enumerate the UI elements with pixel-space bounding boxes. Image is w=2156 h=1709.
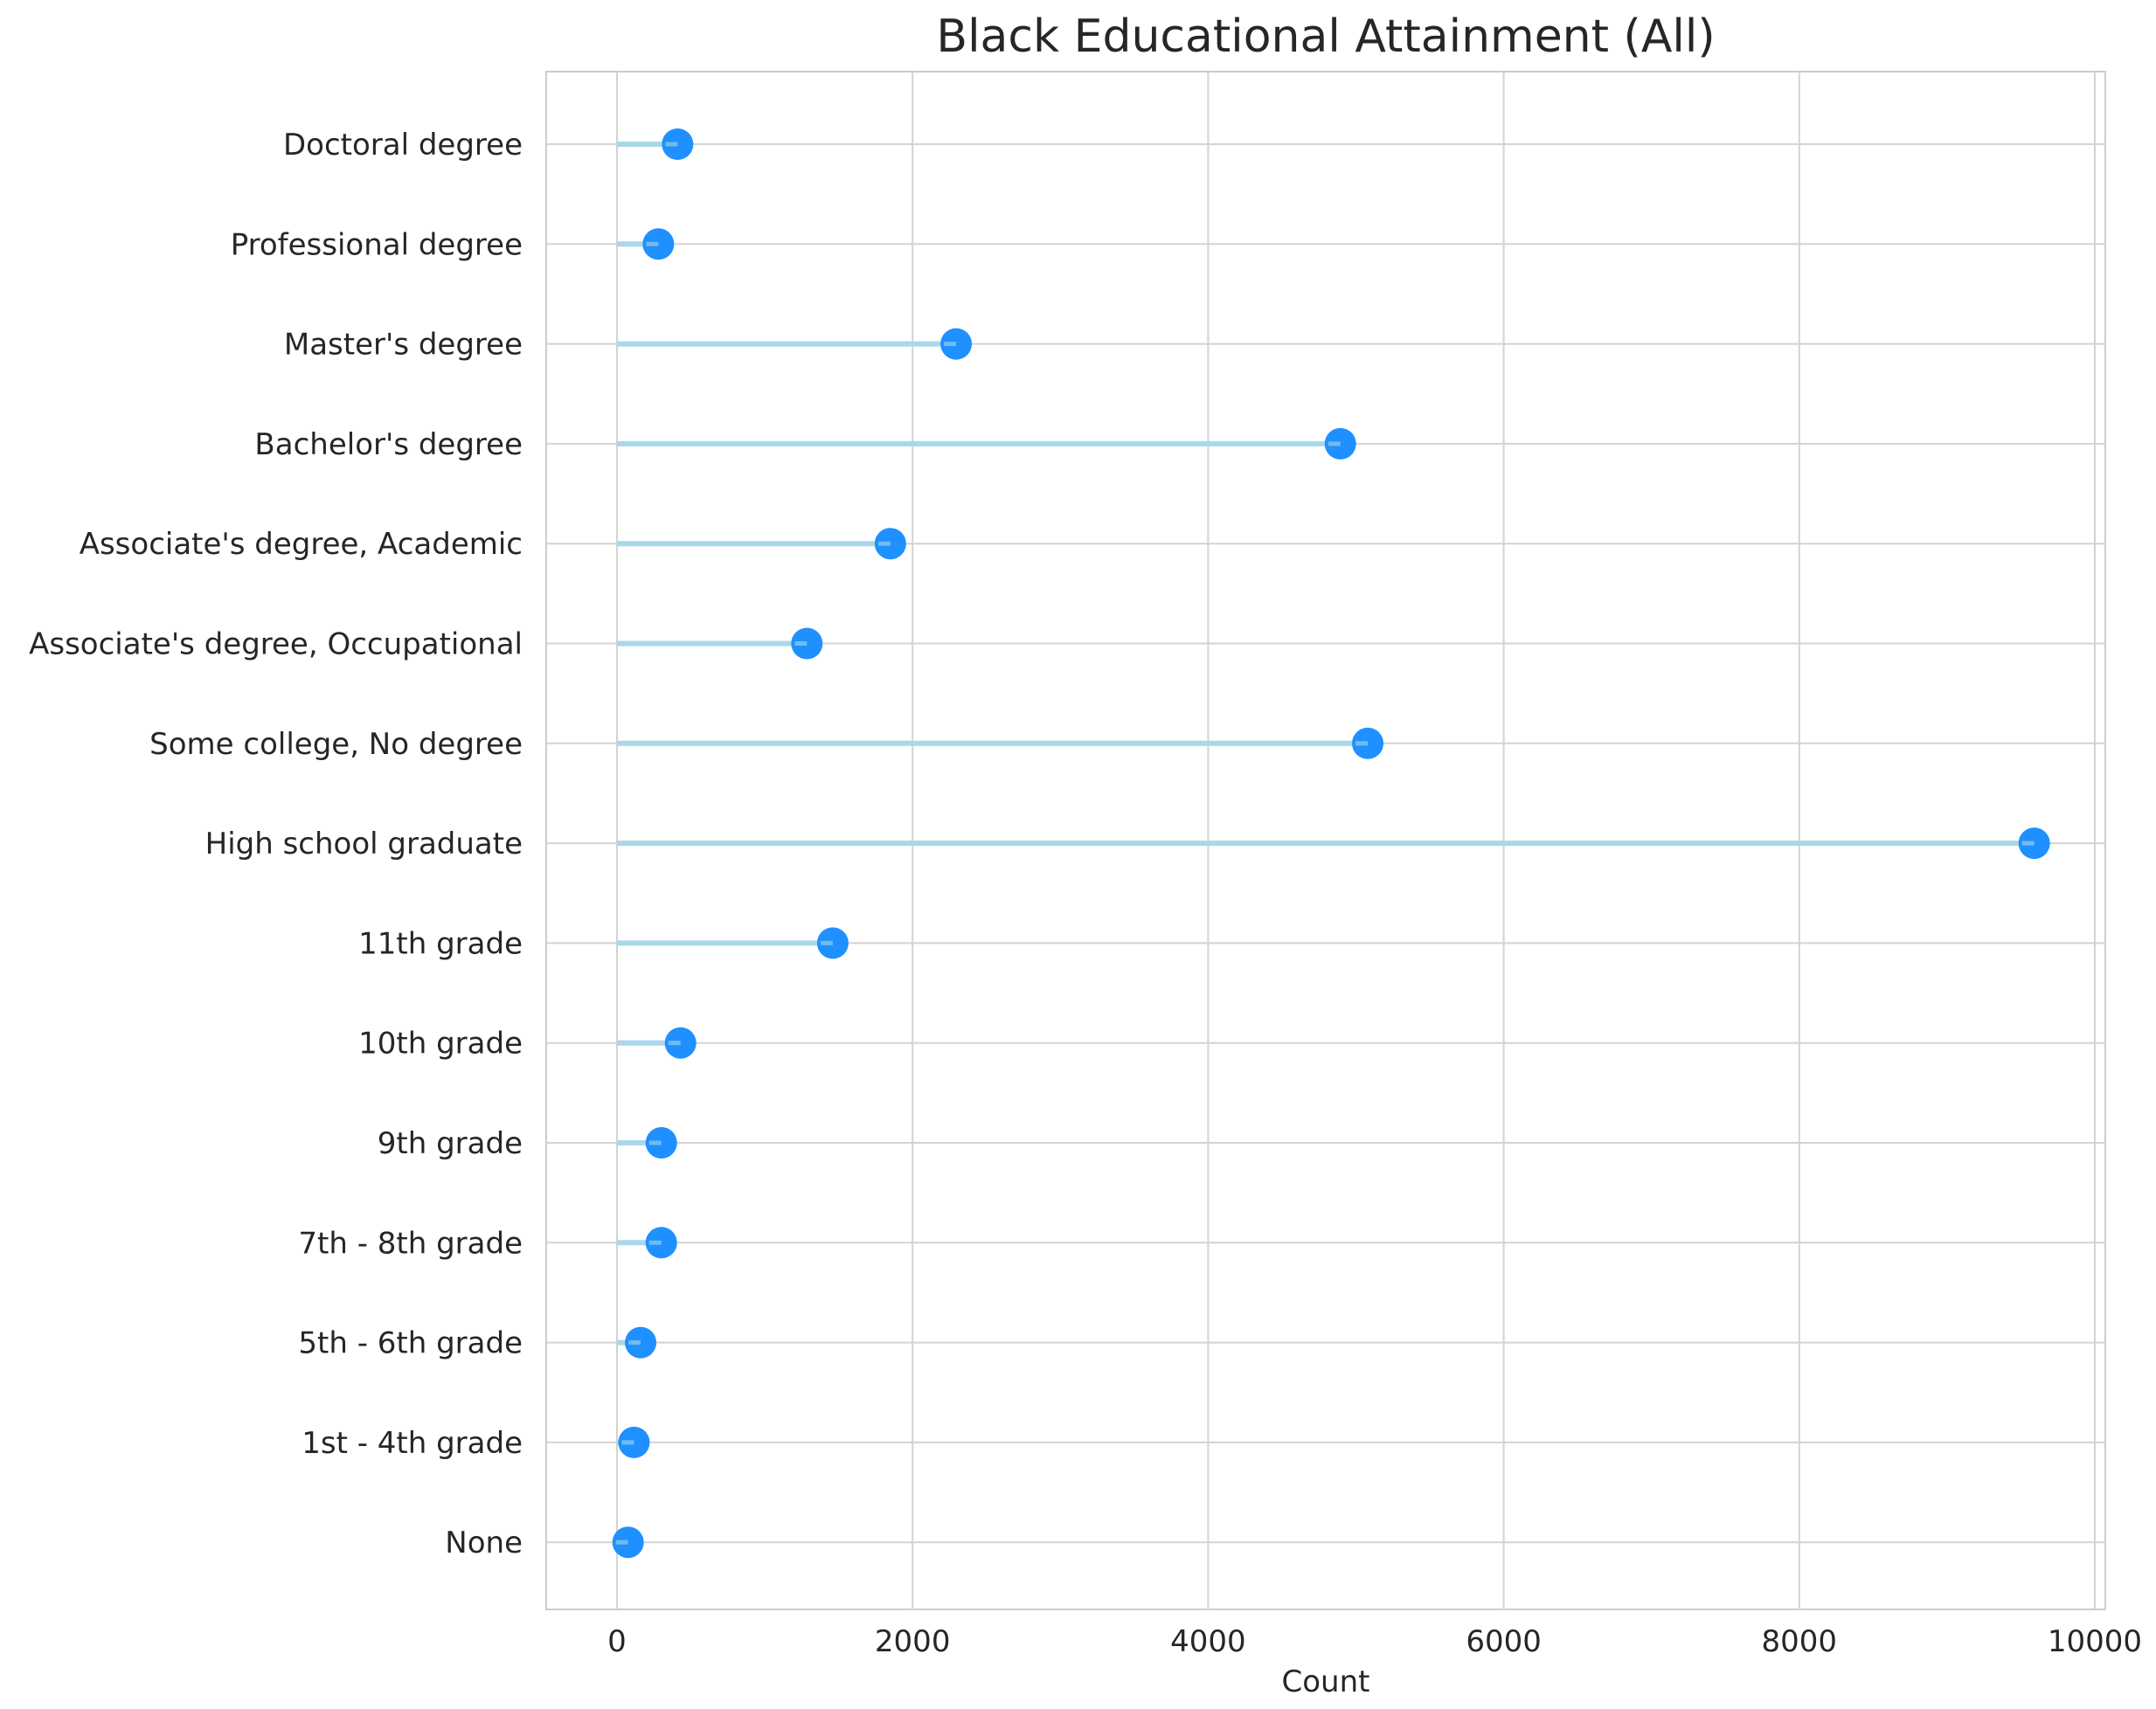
chart-title: Black Educational Attainment (All) (936, 10, 1716, 63)
y-tick-label: Associate's degree, Academic (80, 527, 523, 562)
x-tick-label: 0 (607, 1624, 627, 1659)
y-tick-label: Doctoral degree (283, 128, 523, 163)
y-tick-label: Some college, No degree (149, 727, 523, 762)
y-tick-label: None (445, 1526, 523, 1560)
y-tick-label: 9th grade (378, 1126, 523, 1161)
x-tick-label: 10000 (2048, 1624, 2142, 1659)
y-tick-label: Professional degree (231, 227, 523, 262)
y-tick-label: 10th grade (358, 1027, 523, 1062)
y-tick-label: Master's degree (284, 328, 523, 363)
y-tick-label: 7th - 8th grade (298, 1226, 523, 1261)
y-tick-label: 5th - 6th grade (298, 1326, 523, 1361)
x-axis-label: Count (1281, 1664, 1370, 1699)
x-tick-label: 4000 (1170, 1624, 1246, 1659)
x-tick-label: 8000 (1762, 1624, 1838, 1659)
axes-frame (545, 71, 2106, 1610)
y-tick-label: 11th grade (358, 926, 523, 961)
y-tick-label: Bachelor's degree (254, 427, 523, 462)
y-tick-label: 1st - 4th grade (302, 1426, 523, 1461)
x-tick-label: 6000 (1466, 1624, 1542, 1659)
x-tick-label: 2000 (875, 1624, 951, 1659)
y-tick-label: Associate's degree, Occupational (29, 627, 523, 662)
y-tick-label: High school graduate (205, 827, 523, 861)
